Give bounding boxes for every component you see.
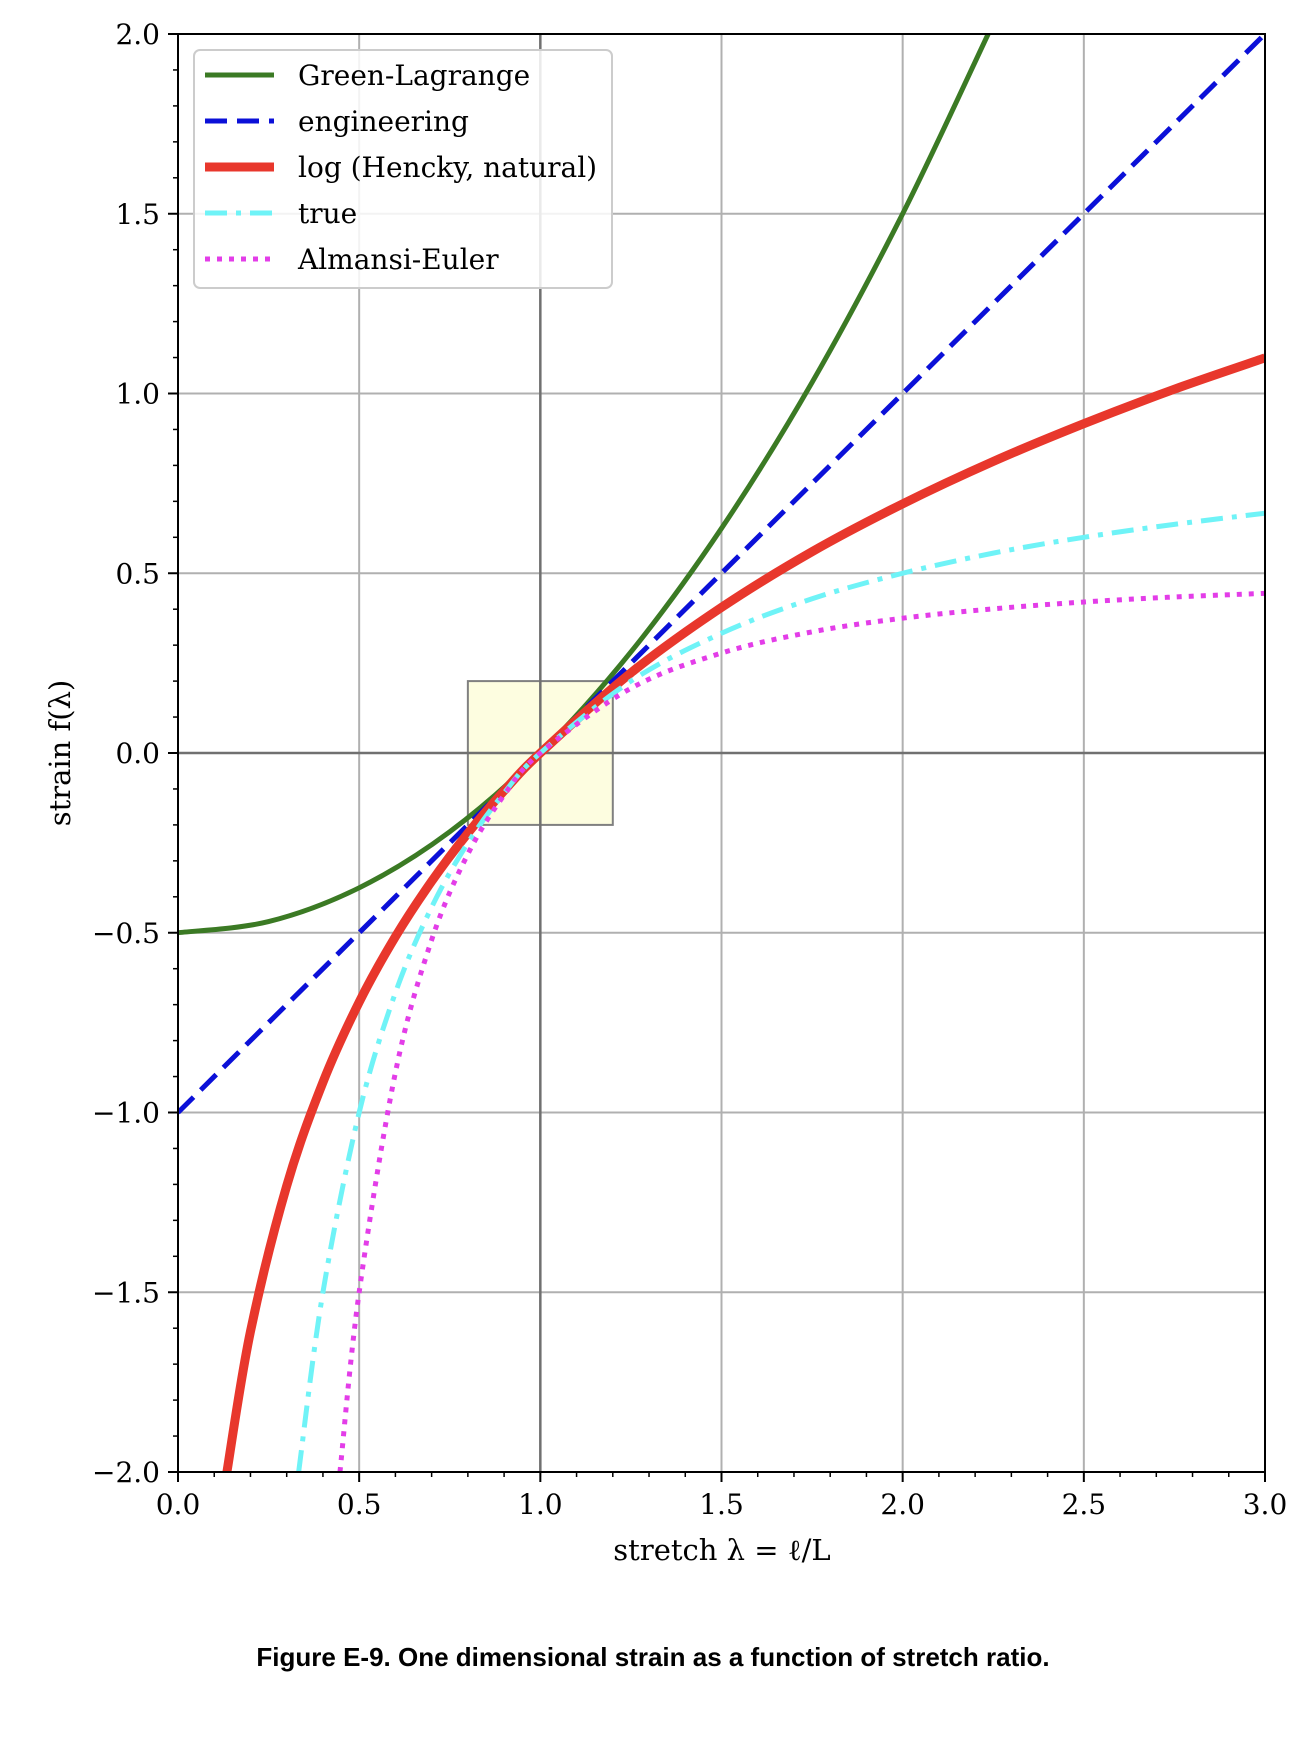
x-tick-label: 1.0 — [518, 1488, 563, 1521]
series-lines — [178, 34, 1265, 1472]
y-axis-title: strain f(λ) — [43, 680, 77, 827]
x-tick-label: 2.5 — [1062, 1488, 1107, 1521]
legend-label: log (Hencky, natural) — [298, 151, 597, 184]
legend-label: Green-Lagrange — [298, 59, 530, 92]
y-tick-label: −0.5 — [92, 917, 160, 950]
y-tick-label: 0.0 — [115, 737, 160, 770]
y-tick-label: 0.5 — [115, 557, 160, 590]
legend-label: engineering — [298, 105, 469, 138]
figure-caption: Figure E-9. One dimensional strain as a … — [256, 1642, 1050, 1672]
legend: Green-Lagrange engineering log (Hencky, na… — [193, 49, 613, 289]
series-line-true — [296, 510, 1265, 1472]
y-tick-label: −2.0 — [92, 1456, 160, 1489]
legend-label: true — [298, 197, 357, 230]
legend-box — [193, 49, 613, 289]
y-tick-label: 1.0 — [115, 378, 160, 411]
x-tick-label: 3.0 — [1243, 1488, 1288, 1521]
x-tick-label: 0.5 — [337, 1488, 382, 1521]
y-tick-label: −1.0 — [92, 1097, 160, 1130]
axis-ticks — [168, 33, 1266, 1482]
legend-label: Almansi-Euler — [297, 243, 499, 276]
x-tick-label: 1.5 — [699, 1488, 744, 1521]
tick-labels: 0.0 0.5 1.0 1.5 2.0 2.5 3.0 −2.0 −1.5 −1.0 −0.5 0.0… — [92, 18, 1287, 1521]
series-line-green-lagrange — [178, 34, 991, 936]
x-axis-title: stretch λ = ℓ/L — [613, 1533, 830, 1567]
x-tick-label: 2.0 — [880, 1488, 925, 1521]
y-tick-label: 2.0 — [115, 18, 160, 51]
x-tick-label: 0.0 — [156, 1488, 201, 1521]
y-tick-label: 1.5 — [115, 198, 160, 231]
series-line-log-hencky-natural — [222, 353, 1265, 1472]
y-tick-label: −1.5 — [92, 1276, 160, 1309]
